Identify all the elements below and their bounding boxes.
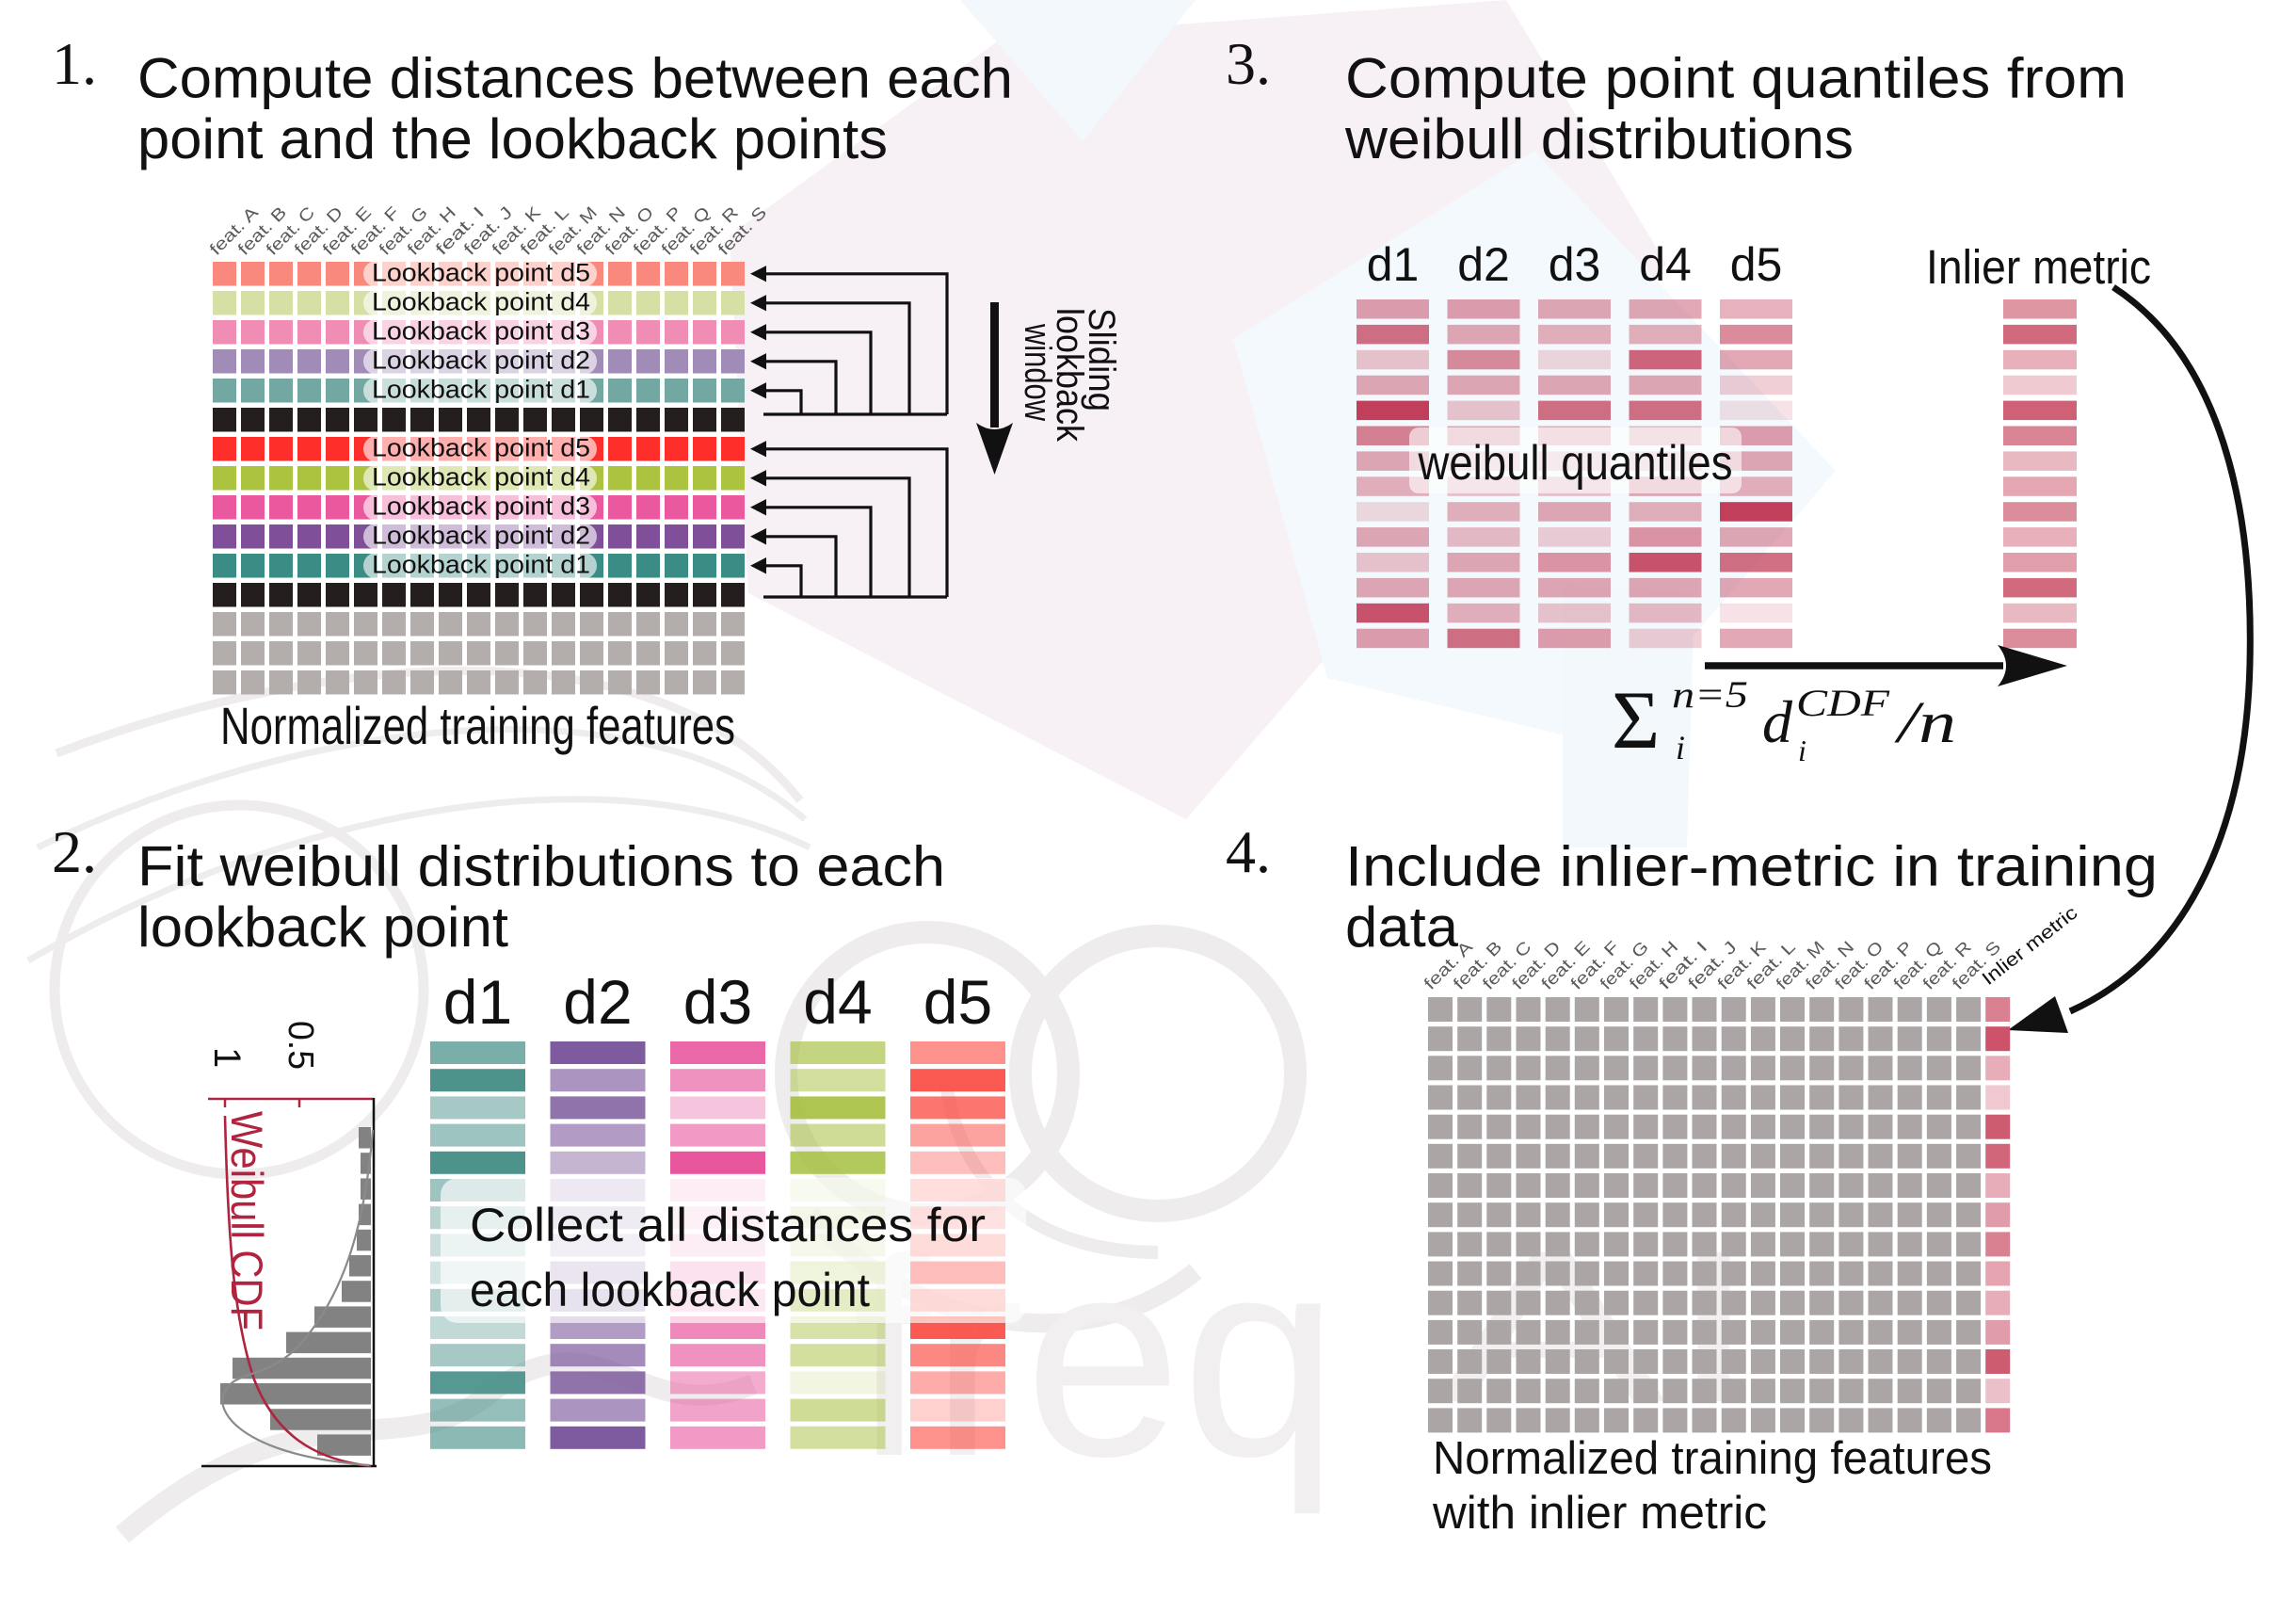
svg-text:1.: 1.	[52, 30, 97, 97]
svg-text:Normalized training features: Normalized training features	[1433, 1433, 1992, 1484]
svg-text:/n: /n	[1894, 691, 1956, 755]
svg-text:Lookback point d1: Lookback point d1	[372, 550, 590, 578]
svg-text:Lookback point d1: Lookback point d1	[372, 375, 590, 403]
svg-text:d5: d5	[1730, 238, 1783, 291]
svg-text:3.: 3.	[1226, 30, 1271, 97]
svg-text:d2: d2	[563, 967, 632, 1037]
svg-text:Lookback point d4: Lookback point d4	[372, 287, 590, 315]
svg-text:lookback: lookback	[1049, 308, 1090, 443]
svg-text:Include inlier-metric in train: Include inlier-metric in training	[1345, 835, 2158, 898]
svg-text:Weibull CDF: Weibull CDF	[222, 1111, 272, 1331]
svg-text:d1: d1	[443, 967, 512, 1037]
svg-text:Lookback point d4: Lookback point d4	[372, 462, 590, 491]
svg-text:with inlier metric: with inlier metric	[1432, 1488, 1767, 1539]
svg-text:lookback point: lookback point	[137, 895, 508, 959]
svg-text:d3: d3	[683, 967, 752, 1037]
svg-text:i: i	[1676, 729, 1685, 766]
svg-text:Collect all distances for: Collect all distances for	[470, 1199, 986, 1251]
svg-text:4.: 4.	[1226, 818, 1271, 885]
svg-text:d5: d5	[923, 967, 992, 1037]
svg-text:0.5: 0.5	[281, 1021, 320, 1070]
svg-text:d4: d4	[1639, 238, 1692, 291]
svg-text:data: data	[1345, 895, 1459, 959]
svg-text:Compute distances between each: Compute distances between each	[137, 47, 1013, 110]
svg-text:Lookback point d2: Lookback point d2	[372, 521, 590, 549]
svg-text:Σ: Σ	[1612, 675, 1660, 766]
svg-text:Lookback point d5: Lookback point d5	[372, 433, 590, 461]
svg-text:Lookback point d5: Lookback point d5	[372, 258, 590, 286]
svg-text:Fit weibull distributions to e: Fit weibull distributions to each	[137, 835, 945, 898]
svg-text:Lookback point d2: Lookback point d2	[372, 346, 590, 374]
svg-text:Sliding: Sliding	[1081, 308, 1122, 411]
svg-text:d4: d4	[803, 967, 872, 1037]
svg-text:Lookback point d3: Lookback point d3	[372, 492, 590, 520]
svg-text:1: 1	[206, 1047, 248, 1068]
svg-text:i: i	[1798, 734, 1806, 767]
svg-text:2.: 2.	[52, 818, 97, 885]
svg-text:n=5: n=5	[1672, 673, 1748, 716]
svg-text:weibull distributions: weibull distributions	[1344, 107, 1854, 170]
svg-text:weibull quantiles: weibull quantiles	[1418, 436, 1733, 491]
svg-text:point and the lookback points: point and the lookback points	[137, 107, 888, 170]
svg-text:Normalized training features: Normalized training features	[220, 696, 735, 755]
svg-text:Compute point quantiles from: Compute point quantiles from	[1345, 47, 2127, 110]
svg-text:CDF: CDF	[1796, 682, 1890, 724]
svg-text:window: window	[1017, 323, 1058, 421]
svg-text:Inlier metric: Inlier metric	[1926, 240, 2151, 294]
svg-text:d3: d3	[1549, 238, 1601, 291]
svg-text:Lookback point d3: Lookback point d3	[372, 316, 590, 345]
svg-text:d2: d2	[1457, 238, 1510, 291]
svg-text:d: d	[1762, 688, 1793, 755]
svg-text:d1: d1	[1367, 238, 1420, 291]
svg-text:each lookback point: each lookback point	[470, 1264, 870, 1316]
